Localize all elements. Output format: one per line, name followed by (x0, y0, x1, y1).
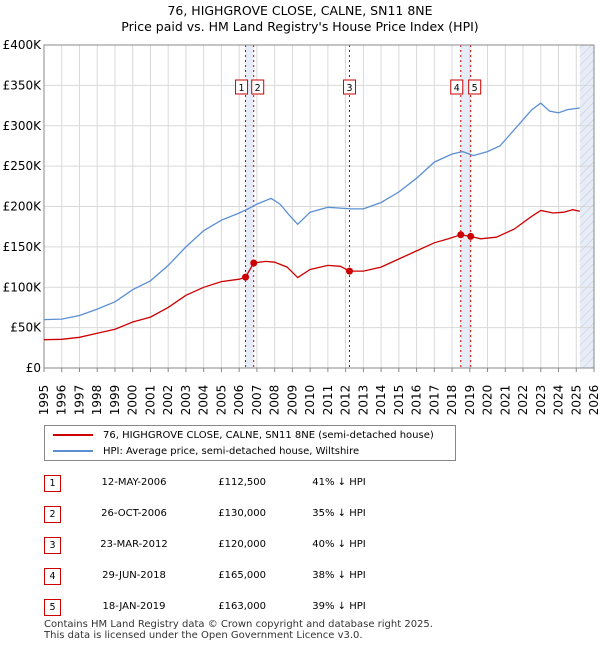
sale-hpi-diff: 40% ↓ HPI (312, 539, 366, 550)
sale-hpi-diff: 35% ↓ HPI (312, 508, 366, 519)
x-tick-label: 2022 (516, 385, 530, 416)
sale-point (242, 273, 250, 281)
sale-price: £163,000 (218, 601, 266, 612)
x-tick-label: 2000 (126, 385, 140, 416)
table-row: 5 18-JAN-2019 £163,000 39% ↓ HPI (44, 597, 584, 617)
table-row: 2 26-OCT-2006 £130,000 35% ↓ HPI (44, 504, 584, 524)
x-tick-label: 2007 (250, 385, 264, 416)
plot-frame (43, 44, 595, 369)
x-tick-label: 2015 (392, 385, 406, 416)
series-line (43, 102, 580, 321)
x-tick-label: 1995 (37, 385, 51, 416)
x-tick-label: 2017 (427, 385, 441, 416)
sale-price: £130,000 (218, 508, 266, 519)
x-tick-label: 2020 (481, 385, 495, 416)
sale-hpi-diff: 39% ↓ HPI (312, 601, 366, 612)
price-chart: 1 2 3 4 5 £0 £50K £100K £150K £200K £250K £300K £350… (3, 38, 600, 416)
y-tick-label: £350K (3, 78, 43, 92)
sale-marker-label: 2 (255, 83, 261, 94)
sale-date: 26-OCT-2006 (101, 508, 167, 519)
sale-marker-badge: 4 (44, 568, 61, 585)
sale-date: 12-MAY-2006 (101, 477, 167, 488)
legend-swatch-property (53, 434, 93, 436)
sale-marker-label: 1 (239, 83, 245, 94)
x-tick-label: 2019 (463, 385, 477, 416)
x-tick-label: 2016 (410, 385, 424, 416)
sale-price: £120,000 (218, 539, 266, 550)
y-tick-label: £300K (3, 119, 43, 133)
x-tick-label: 2005 (214, 385, 228, 416)
x-tick-label: 2006 (232, 385, 246, 416)
sale-marker-label: 5 (472, 83, 478, 94)
legend-swatch-hpi (53, 450, 93, 452)
x-tick-label: 2014 (374, 385, 388, 416)
x-tick-label: 2023 (534, 385, 548, 416)
x-tick-label: 1997 (72, 385, 86, 416)
legend: 76, HIGHGROVE CLOSE, CALNE, SN11 8NE (se… (44, 425, 456, 461)
sale-hpi-diff: 38% ↓ HPI (312, 570, 366, 581)
x-tick-label: 2010 (303, 385, 317, 416)
x-tick-label: 2011 (321, 385, 335, 416)
y-tick-label: £400K (3, 38, 43, 52)
legend-label-property: 76, HIGHGROVE CLOSE, CALNE, SN11 8NE (se… (103, 430, 434, 441)
y-tick-label: £200K (3, 200, 43, 214)
sale-marker-box (450, 79, 464, 95)
y-tick-label: £50K (10, 321, 42, 335)
sale-marker-box (468, 79, 482, 95)
x-tick-label: 1996 (55, 385, 69, 416)
sale-date: 23-MAR-2012 (100, 539, 168, 550)
sale-price: £112,500 (218, 477, 266, 488)
legend-item-property: 76, HIGHGROVE CLOSE, CALNE, SN11 8NE (se… (53, 428, 434, 444)
sale-hpi-diff: 41% ↓ HPI (312, 477, 366, 488)
x-tick-label: 2025 (569, 385, 583, 416)
sale-point (457, 231, 465, 239)
future-hatch (579, 45, 594, 368)
sale-point (250, 259, 258, 267)
x-tick-label: 2009 (285, 385, 299, 416)
x-tick-label: 2012 (339, 385, 353, 416)
x-tick-label: 2018 (445, 385, 459, 416)
x-tick-label: 2002 (161, 385, 175, 416)
title-line-2: Price paid vs. HM Land Registry's House … (121, 19, 479, 34)
sale-marker-badge: 2 (44, 506, 61, 523)
y-tick-label: £150K (3, 240, 43, 254)
table-row: 1 12-MAY-2006 £112,500 41% ↓ HPI (44, 473, 584, 493)
table-row: 3 23-MAR-2012 £120,000 40% ↓ HPI (44, 535, 584, 555)
footer-licence: This data is licensed under the Open Gov… (44, 630, 363, 641)
sale-point (467, 232, 475, 240)
y-tick-label: £100K (3, 280, 43, 294)
x-tick-label: 1999 (108, 385, 122, 416)
x-tick-label: 2024 (552, 385, 566, 416)
footer-copyright: Contains HM Land Registry data © Crown c… (44, 619, 433, 630)
legend-item-hpi: HPI: Average price, semi-detached house,… (53, 444, 359, 460)
x-tick-label: 2003 (179, 385, 193, 416)
footer: Contains HM Land Registry data © Crown c… (44, 619, 433, 641)
y-tick-label: £250K (3, 159, 43, 173)
sale-date: 29-JUN-2018 (102, 570, 166, 581)
sale-marker-box (251, 79, 265, 95)
legend-label-hpi: HPI: Average price, semi-detached house,… (103, 446, 360, 457)
x-tick-label: 2021 (498, 385, 512, 416)
x-tick-label: 2008 (268, 385, 282, 416)
y-tick-label: £0 (26, 361, 41, 375)
x-tick-label: 2013 (356, 385, 370, 416)
chart-title: 76, HIGHGROVE CLOSE, CALNE, SN11 8NE Pri… (0, 3, 600, 35)
sale-point (346, 267, 354, 275)
sale-price: £165,000 (218, 570, 266, 581)
table-row: 4 29-JUN-2018 £165,000 38% ↓ HPI (44, 566, 584, 586)
sale-marker-badge: 1 (44, 475, 61, 492)
sale-marker-label: 4 (454, 83, 460, 94)
x-tick-label: 1998 (90, 385, 104, 416)
sale-marker-label: 3 (346, 83, 352, 94)
sale-marker-box (235, 79, 249, 95)
x-tick-label: 2001 (143, 385, 157, 416)
sale-marker-box (343, 79, 357, 95)
sale-marker-badge: 5 (44, 599, 61, 616)
sale-marker-badge: 3 (44, 537, 61, 554)
x-tick-label: 2026 (587, 385, 600, 416)
title-line-1: 76, HIGHGROVE CLOSE, CALNE, SN11 8NE (167, 3, 433, 18)
x-tick-label: 2004 (197, 385, 211, 416)
sale-date: 18-JAN-2019 (102, 601, 166, 612)
series-line (43, 209, 580, 341)
